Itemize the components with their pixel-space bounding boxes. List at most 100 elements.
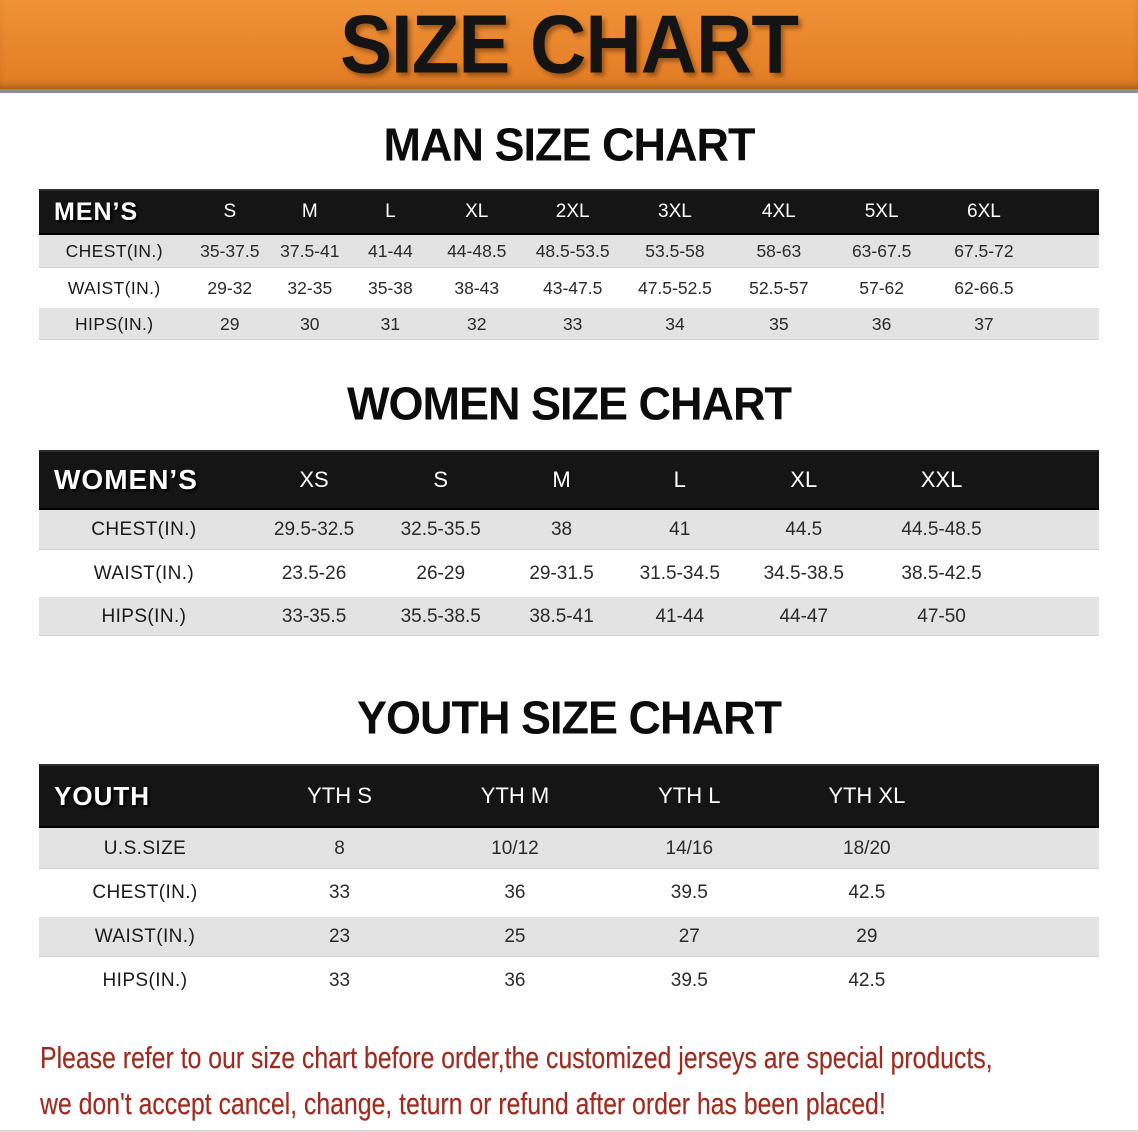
row-label: U.S.SIZE: [39, 826, 251, 873]
size-value-cell: 25: [428, 915, 602, 961]
size-value-cell: 36: [428, 871, 602, 917]
row-label: CHEST(IN.): [39, 508, 249, 554]
women-size-col-s: S: [379, 450, 503, 510]
man-size-section: MAN SIZE CHART MEN’S S M L XL 2XL 3XL 4XL 5XL 6XL…: [0, 120, 1138, 344]
row-label: HIPS(IN.): [39, 595, 249, 640]
size-value-cell: 30: [270, 306, 350, 344]
women-size-section: WOMEN SIZE CHART WOMEN’S XS S M L XL XXL CHEST(…: [0, 376, 1138, 640]
size-value-cell: 29: [776, 915, 957, 961]
size-value-cell: 37: [932, 306, 1036, 344]
size-value-cell: 23: [251, 915, 429, 961]
size-value-cell: 23.5-26: [248, 552, 380, 597]
youth-size-chart-title: YOUTH SIZE CHART: [356, 690, 782, 744]
size-value-cell: 38-43: [431, 270, 523, 308]
youth-size-col-yth-m: YTH M: [428, 764, 602, 828]
women-size-col-xs: XS: [248, 450, 380, 510]
row-label: HIPS(IN.): [39, 306, 190, 344]
size-value-cell: 44-47: [738, 595, 869, 640]
size-value-cell: 29-32: [189, 270, 271, 308]
man-size-col-6xl: 6XL: [932, 189, 1036, 235]
size-value-cell: 58-63: [726, 233, 831, 272]
man-size-col-4xl: 4XL: [726, 189, 831, 235]
women-size-chart-title: WOMEN SIZE CHART: [347, 376, 792, 430]
row-filler: [956, 959, 1099, 1005]
size-value-cell: 42.5: [776, 871, 957, 917]
row-filler: [1035, 306, 1099, 344]
size-value-cell: 47.5-52.5: [623, 270, 727, 308]
size-value-cell: 53.5-58: [623, 233, 727, 272]
size-value-cell: 35-38: [349, 270, 432, 308]
women-header-row: WOMEN’S XS S M L XL XXL: [39, 450, 1099, 510]
women-header-filler: [1014, 450, 1099, 510]
row-filler: [956, 915, 1099, 961]
man-size-col-l: L: [349, 189, 432, 235]
youth-size-table: YOUTH YTH S YTH M YTH L YTH XL U.S.SIZE 8 10/12…: [39, 764, 1099, 1005]
size-value-cell: 39.5: [601, 959, 777, 1005]
size-value-cell: 38: [502, 508, 621, 554]
size-value-cell: 44-48.5: [431, 233, 523, 272]
row-label: CHEST(IN.): [39, 233, 190, 272]
man-header-filler: [1035, 189, 1099, 235]
youth-row-ussize: U.S.SIZE 8 10/12 14/16 18/20: [39, 826, 1099, 873]
youth-row-chest-in-: CHEST(IN.) 33 36 39.5 42.5: [39, 871, 1099, 917]
size-value-cell: 33: [251, 871, 429, 917]
man-size-col-s: S: [189, 189, 271, 235]
size-value-cell: 33: [522, 306, 624, 344]
youth-row-waist-in-: WAIST(IN.) 23 25 27 29: [39, 915, 1099, 961]
size-value-cell: 43-47.5: [522, 270, 624, 308]
women-row-hips-in-: HIPS(IN.) 33-35.5 35.5-38.5 38.5-41 41-44 44-…: [39, 595, 1099, 640]
size-value-cell: 39.5: [601, 871, 777, 917]
man-size-col-m: M: [270, 189, 350, 235]
size-value-cell: 35-37.5: [189, 233, 271, 272]
size-value-cell: 33: [251, 959, 429, 1005]
size-chart-banner: SIZE CHART: [0, 0, 1138, 93]
size-value-cell: 42.5: [776, 959, 957, 1005]
row-label: WAIST(IN.): [39, 915, 251, 961]
youth-size-col-yth-s: YTH S: [251, 764, 429, 828]
size-value-cell: 44.5-48.5: [868, 508, 1015, 554]
row-filler: [1014, 508, 1099, 554]
size-value-cell: 52.5-57: [726, 270, 831, 308]
size-value-cell: 41: [620, 508, 739, 554]
size-value-cell: 41-44: [349, 233, 432, 272]
man-row-waist-in-: WAIST(IN.) 29-32 32-35 35-38 38-43 43-47.5 47.…: [39, 270, 1099, 308]
size-charts-main: MAN SIZE CHART MEN’S S M L XL 2XL 3XL 4XL 5XL 6XL…: [0, 120, 1138, 1005]
youth-header-row: YOUTH YTH S YTH M YTH L YTH XL: [39, 764, 1099, 828]
row-filler: [956, 826, 1099, 873]
size-value-cell: 29: [189, 306, 271, 344]
man-size-col-5xl: 5XL: [830, 189, 933, 235]
row-label: CHEST(IN.): [39, 871, 251, 917]
size-value-cell: 63-67.5: [830, 233, 933, 272]
size-value-cell: 33-35.5: [248, 595, 380, 640]
size-value-cell: 29.5-32.5: [248, 508, 380, 554]
size-value-cell: 35.5-38.5: [379, 595, 503, 640]
size-value-cell: 67.5-72: [932, 233, 1036, 272]
size-value-cell: 57-62: [830, 270, 933, 308]
youth-size-col-yth-l: YTH L: [601, 764, 777, 828]
youth-size-section: YOUTH SIZE CHART YOUTH YTH S YTH M YTH L YTH…: [0, 690, 1138, 1005]
women-corner-label: WOMEN’S: [39, 450, 249, 510]
women-size-col-xl: XL: [738, 450, 869, 510]
man-corner-label: MEN’S: [39, 189, 190, 235]
row-filler: [1035, 233, 1099, 272]
man-size-col-3xl: 3XL: [623, 189, 727, 235]
size-value-cell: 26-29: [379, 552, 503, 597]
disclaimer-line-1: Please refer to our size chart before or…: [40, 1040, 993, 1075]
size-value-cell: 44.5: [738, 508, 869, 554]
size-value-cell: 47-50: [868, 595, 1015, 640]
size-value-cell: 38.5-42.5: [868, 552, 1015, 597]
size-value-cell: 31.5-34.5: [620, 552, 739, 597]
order-disclaimer: Please refer to our size chart before or…: [40, 1035, 1138, 1127]
size-value-cell: 14/16: [601, 826, 777, 873]
size-value-cell: 32.5-35.5: [379, 508, 503, 554]
size-value-cell: 32-35: [270, 270, 350, 308]
size-value-cell: 29-31.5: [502, 552, 621, 597]
youth-header-filler: [956, 764, 1099, 828]
size-value-cell: 27: [601, 915, 777, 961]
women-size-col-xxl: XXL: [868, 450, 1015, 510]
row-label: HIPS(IN.): [39, 959, 251, 1005]
size-value-cell: 41-44: [620, 595, 739, 640]
size-value-cell: 34: [623, 306, 727, 344]
size-value-cell: 36: [428, 959, 602, 1005]
women-size-col-m: M: [502, 450, 621, 510]
